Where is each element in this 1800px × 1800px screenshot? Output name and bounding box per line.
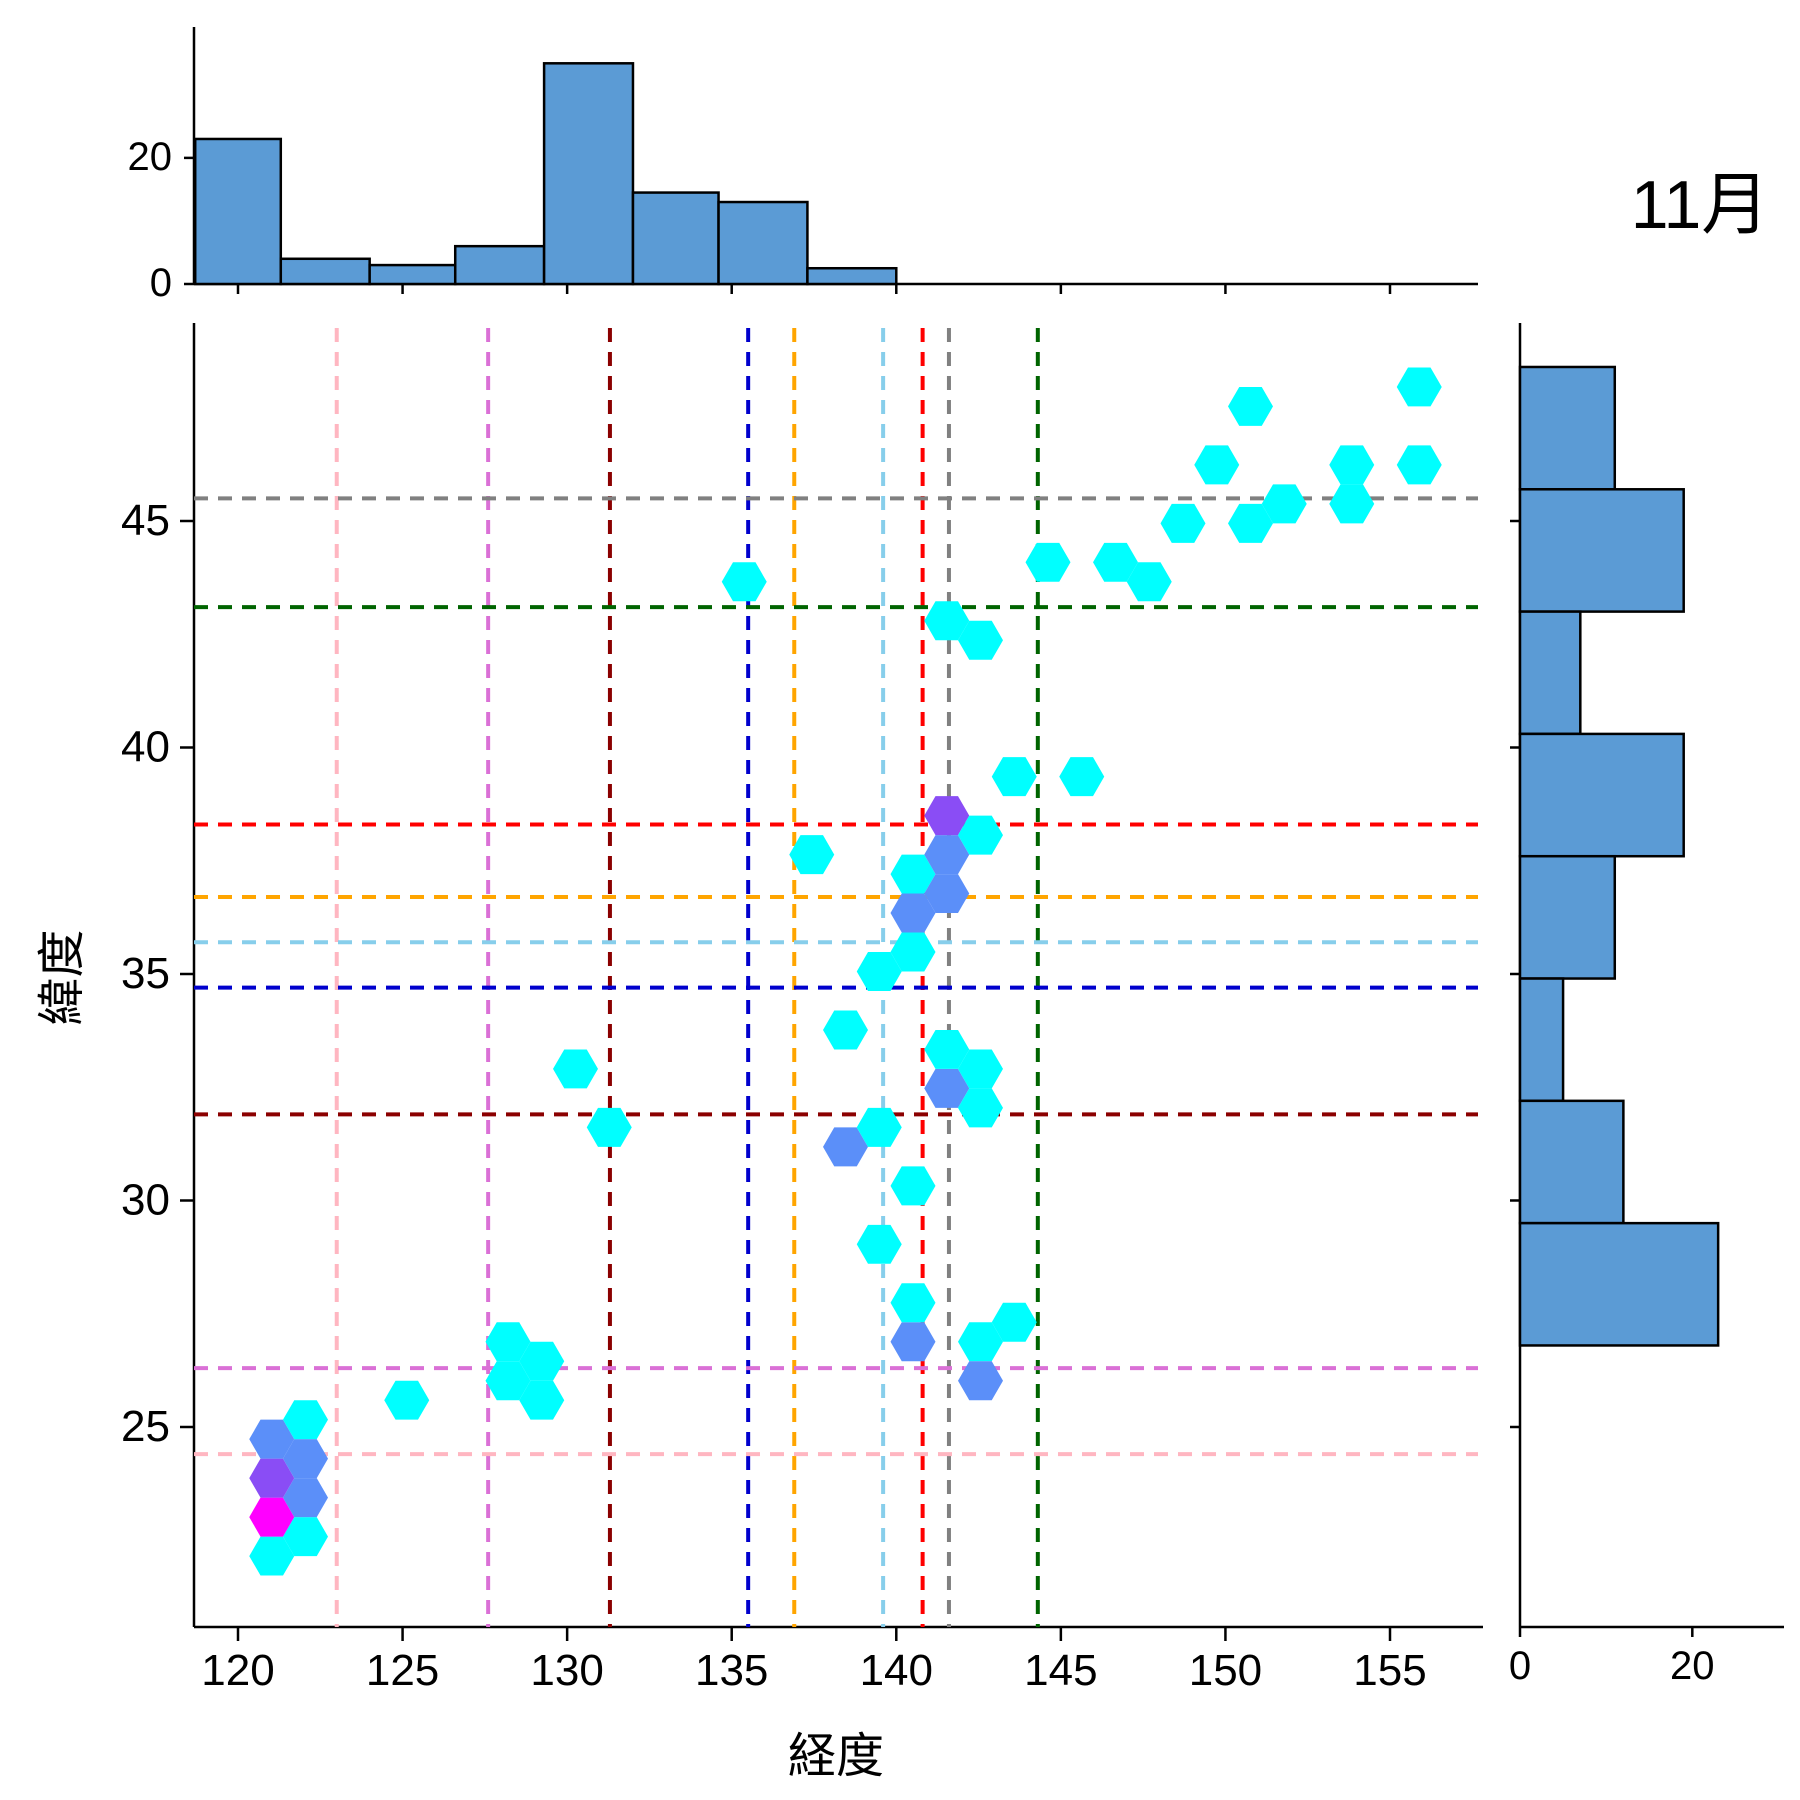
svg-text:20: 20 bbox=[1670, 1644, 1715, 1688]
svg-text:経度: 経度 bbox=[788, 1730, 884, 1783]
svg-text:130: 130 bbox=[530, 1646, 603, 1695]
svg-text:120: 120 bbox=[201, 1646, 274, 1695]
svg-text:35: 35 bbox=[121, 949, 170, 998]
svg-text:25: 25 bbox=[121, 1402, 170, 1451]
svg-text:30: 30 bbox=[121, 1176, 170, 1225]
svg-text:0: 0 bbox=[1509, 1644, 1531, 1688]
svg-text:125: 125 bbox=[366, 1646, 439, 1695]
svg-text:11月: 11月 bbox=[1631, 167, 1770, 243]
svg-text:140: 140 bbox=[860, 1646, 933, 1695]
svg-text:135: 135 bbox=[695, 1646, 768, 1695]
svg-text:20: 20 bbox=[128, 135, 173, 179]
svg-text:150: 150 bbox=[1189, 1646, 1262, 1695]
svg-text:155: 155 bbox=[1353, 1646, 1426, 1695]
svg-text:緯度: 緯度 bbox=[36, 929, 89, 1025]
svg-text:145: 145 bbox=[1024, 1646, 1097, 1695]
svg-text:40: 40 bbox=[121, 723, 170, 772]
svg-text:0: 0 bbox=[150, 261, 172, 305]
svg-text:45: 45 bbox=[121, 496, 170, 545]
